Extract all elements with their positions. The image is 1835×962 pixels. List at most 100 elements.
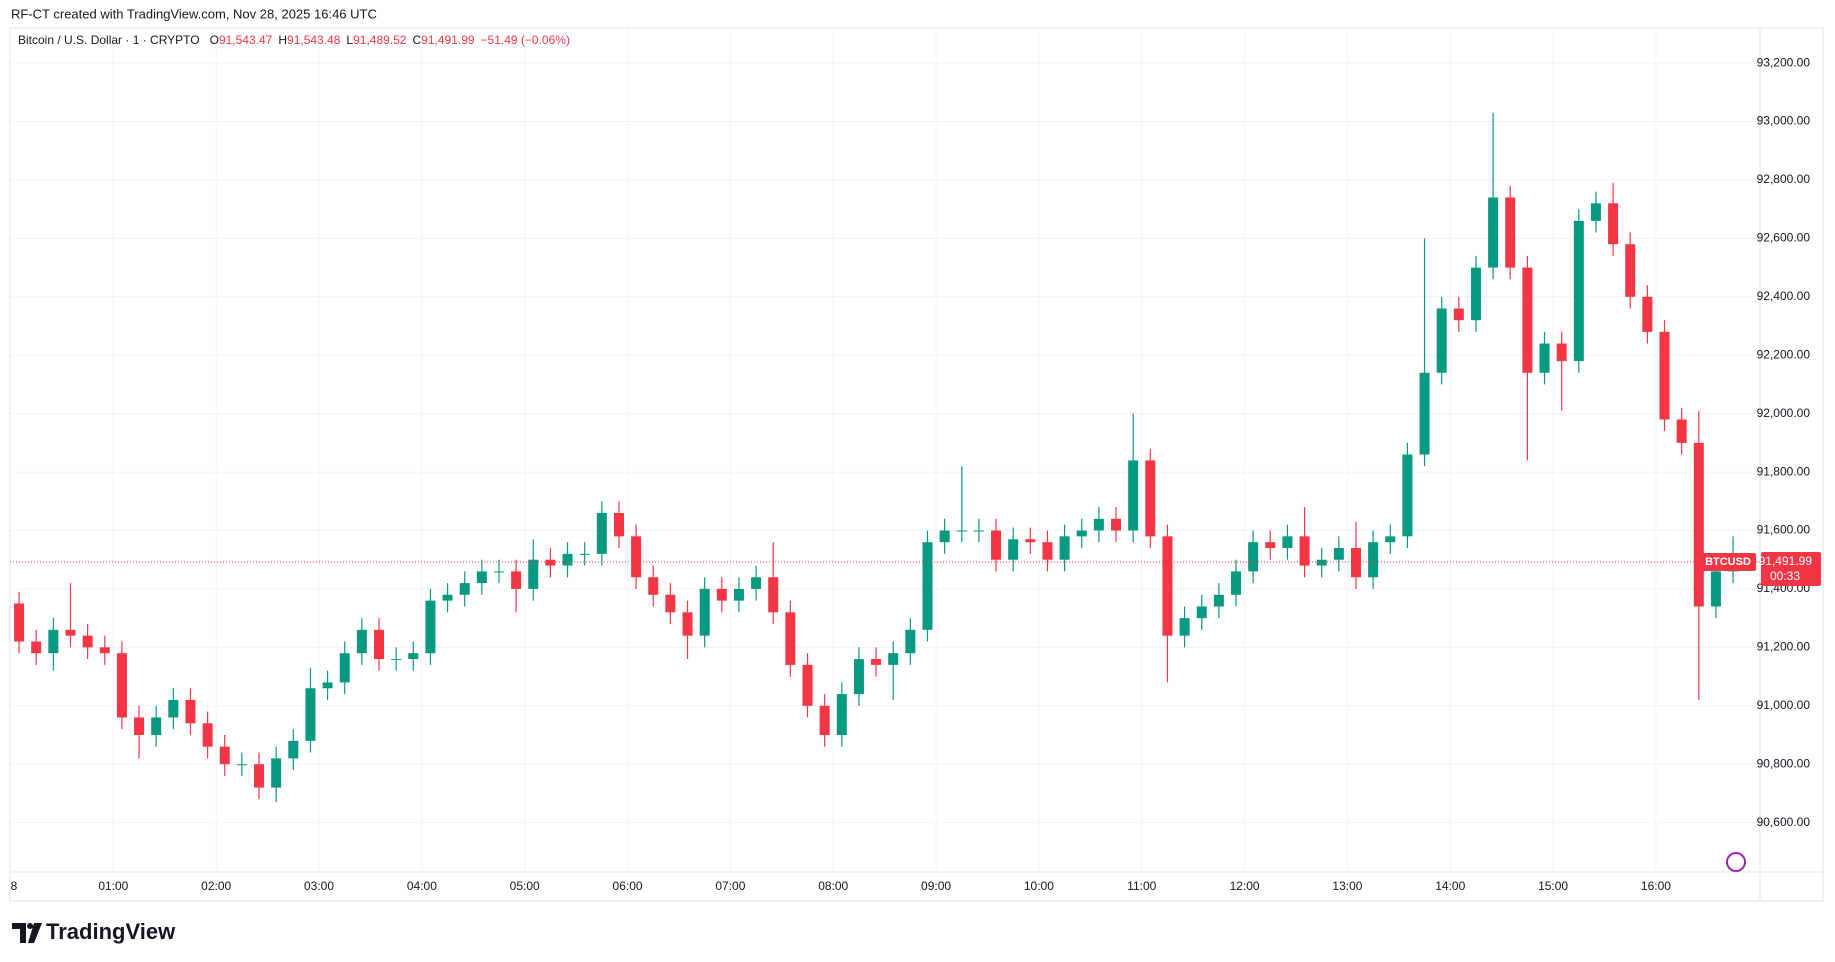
candle-body [1299,536,1310,566]
candle-body [185,699,196,724]
candle-body [1316,559,1327,566]
x-tick-label: 03:00 [304,879,334,893]
candle-body [665,594,676,613]
candle-body [1025,539,1036,543]
x-tick-label: 12:00 [1230,879,1260,893]
ohlc-value: 91,543.48 [287,33,341,47]
symbol-title: Bitcoin / U.S. Dollar · 1 · CRYPTO [18,33,200,47]
ohlc-value: 91,489.52 [353,33,407,47]
candle-body [168,699,179,718]
candle-body [1436,308,1447,373]
candle-body [1590,203,1601,221]
candle-body [819,705,830,735]
candle-body [151,717,162,735]
candle-body [1042,542,1053,560]
candle-body [236,764,247,766]
candle-body [1248,542,1259,572]
candle-body [836,694,847,735]
ohlc-key: C [412,33,421,47]
symbol-tag-bg [1700,553,1756,572]
candle-body [1556,343,1567,362]
x-tick-label: 11:00 [1127,879,1156,893]
candle-body [751,577,762,589]
candle-body [922,542,933,630]
x-tick-label: 16:00 [1641,879,1671,893]
candle-body [425,600,436,654]
y-tick-label: 92,800.00 [1757,172,1811,186]
candle-body [545,559,556,566]
candle-body [1659,331,1670,420]
y-tick-label: 92,000.00 [1757,406,1811,420]
candle-body [408,653,419,660]
x-tick-label: 09:00 [921,879,951,893]
candle-body [991,530,1002,560]
y-tick-label: 90,600.00 [1757,815,1811,829]
candle-body [391,659,402,661]
x-tick-label: 13:00 [1332,879,1362,893]
candle-body [1282,536,1293,549]
candle-body [973,530,984,532]
icon[interactable] [1726,852,1746,872]
candle-body [1488,197,1499,268]
y-tick-label: 91,000.00 [1757,698,1811,712]
candle-body [116,653,127,718]
x-tick-label: 08:00 [818,879,848,893]
candle-body [596,512,607,554]
candle-body [1505,197,1516,268]
candle-body [888,653,899,665]
candle-body [1350,548,1361,578]
x-tick-label: 02:00 [201,879,231,893]
candle-body [1231,571,1242,595]
x-tick-label: 05:00 [510,879,540,893]
candle-body [14,603,25,642]
candle-body [1196,606,1207,619]
candle-body [905,629,916,654]
candle-body [1522,267,1533,373]
candle-body [1419,372,1430,455]
brand-text: TradingView [46,919,176,944]
candle-body [613,512,624,537]
y-tick-label: 93,200.00 [1757,55,1811,69]
candle-body [1693,442,1704,607]
candle-body [511,571,522,589]
candle-body [1402,454,1413,537]
candle-body [1368,542,1379,578]
y-tick-label: 92,200.00 [1757,347,1811,361]
assistant-icon[interactable] [1726,852,1746,872]
ohlc-key: O [210,33,219,47]
candle-body [528,559,539,589]
brand: TradingView [12,919,176,944]
candle-body [785,612,796,665]
candle-body [733,588,744,601]
countdown: 00:33 [1770,569,1800,583]
candle-body [1625,244,1636,297]
candle-body [1213,594,1224,607]
candle-body [562,553,573,566]
candle-body [305,688,316,741]
y-tick-label: 93,000.00 [1757,114,1811,128]
candle-body [1179,618,1190,636]
x-tick-label: 06:00 [613,879,643,893]
candle-body [579,553,590,555]
candle-body [99,647,110,654]
candle-body [339,653,350,683]
candle-body [1008,539,1019,560]
candle-body [699,588,710,636]
x-tick-label: 01:00 [98,879,128,893]
candles [14,112,1739,803]
candle-body [1145,460,1156,537]
candle-body [271,758,282,788]
y-tick-label: 92,600.00 [1757,231,1811,245]
candle-body [716,588,727,601]
candle-body [254,764,265,788]
candle-body [82,635,93,648]
candle-body [48,629,59,654]
candle-body [1093,518,1104,531]
header: RF-CT created with TradingView.com, Nov … [11,6,377,21]
candle-body [65,629,76,636]
y-tick-label: 91,600.00 [1757,523,1811,537]
x-tick-label: 14:00 [1435,879,1465,893]
candle-body [1573,220,1584,362]
price-tag-bg [1761,552,1821,587]
